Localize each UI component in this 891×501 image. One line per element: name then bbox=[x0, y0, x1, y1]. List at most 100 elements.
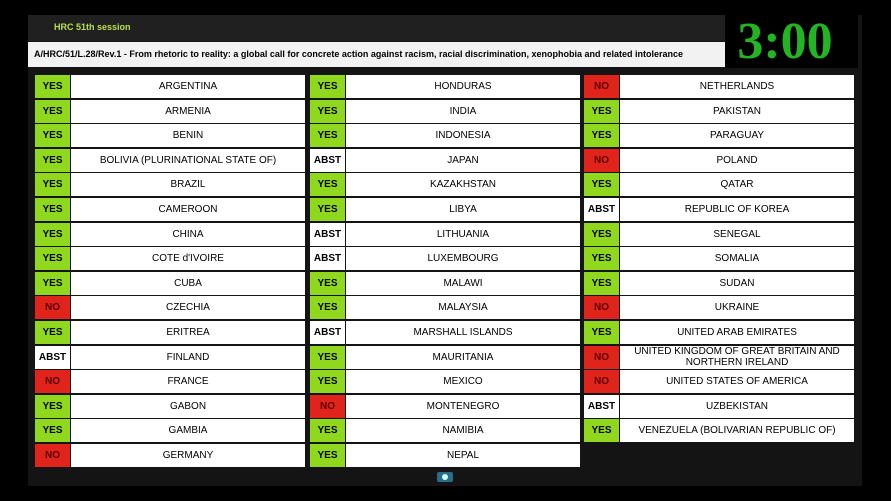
country-cell: POLAND bbox=[620, 148, 854, 172]
country-cell: UNITED STATES OF AMERICA bbox=[620, 370, 854, 394]
country-cell: BOLIVIA (PLURINATIONAL STATE OF) bbox=[71, 148, 305, 172]
vote-row: ABST LITHUANIA bbox=[310, 222, 580, 246]
country-cell: GAMBIA bbox=[71, 419, 305, 443]
vote-row: YES QATAR bbox=[584, 173, 854, 197]
country-cell: NEPAL bbox=[346, 444, 580, 467]
country-cell: MEXICO bbox=[346, 370, 580, 394]
vote-row: YES INDONESIA bbox=[310, 124, 580, 148]
vote-cell: YES bbox=[35, 75, 70, 98]
vote-row: NO GERMANY bbox=[35, 444, 305, 467]
country-cell: GABON bbox=[71, 394, 305, 418]
vote-row: NO UNITED STATES OF AMERICA bbox=[584, 370, 854, 394]
vote-cell: YES bbox=[310, 370, 345, 394]
country-cell: INDONESIA bbox=[346, 124, 580, 148]
vote-row: ABST JAPAN bbox=[310, 148, 580, 172]
vote-row: YES CUBA bbox=[35, 271, 305, 295]
country-cell: UZBEKISTAN bbox=[620, 394, 854, 418]
vote-cell: YES bbox=[584, 222, 619, 246]
vote-row: YES GAMBIA bbox=[35, 419, 305, 443]
vote-cell: ABST bbox=[35, 345, 70, 369]
vote-cell: ABST bbox=[584, 394, 619, 418]
vote-row: YES PARAGUAY bbox=[584, 124, 854, 148]
country-cell: ARGENTINA bbox=[71, 75, 305, 98]
country-cell: SENEGAL bbox=[620, 222, 854, 246]
country-cell: MARSHALL ISLANDS bbox=[346, 321, 580, 344]
country-cell: FRANCE bbox=[71, 370, 305, 394]
vote-cell: YES bbox=[35, 394, 70, 418]
vote-row: ABST UZBEKISTAN bbox=[584, 394, 854, 418]
country-cell: BENIN bbox=[71, 124, 305, 148]
vote-row: YES MALAYSIA bbox=[310, 296, 580, 320]
vote-cell: ABST bbox=[584, 198, 619, 221]
country-cell: GERMANY bbox=[71, 444, 305, 467]
vote-row: YES COTE d'IVOIRE bbox=[35, 247, 305, 271]
vote-cell: NO bbox=[584, 370, 619, 394]
country-cell: NETHERLANDS bbox=[620, 75, 854, 98]
vote-cell: YES bbox=[584, 173, 619, 197]
country-cell: COTE d'IVOIRE bbox=[71, 247, 305, 271]
country-cell: CHINA bbox=[71, 222, 305, 246]
country-cell: JAPAN bbox=[346, 148, 580, 172]
vote-cell: NO bbox=[35, 444, 70, 467]
vote-row: YES ERITREA bbox=[35, 321, 305, 344]
country-cell: ERITREA bbox=[71, 321, 305, 344]
vote-row: YES SOMALIA bbox=[584, 247, 854, 271]
country-cell: LITHUANIA bbox=[346, 222, 580, 246]
country-cell: LIBYA bbox=[346, 198, 580, 221]
vote-cell: NO bbox=[35, 296, 70, 320]
country-cell: MAURITANIA bbox=[346, 345, 580, 369]
vote-cell: YES bbox=[310, 419, 345, 443]
vote-cell: YES bbox=[310, 296, 345, 320]
vote-cell: YES bbox=[310, 271, 345, 295]
vote-row: NO UKRAINE bbox=[584, 296, 854, 320]
vote-cell: NO bbox=[310, 394, 345, 418]
vote-cell: YES bbox=[584, 271, 619, 295]
vote-row: NO POLAND bbox=[584, 148, 854, 172]
country-cell: UKRAINE bbox=[620, 296, 854, 320]
country-cell: SUDAN bbox=[620, 271, 854, 295]
country-cell: SOMALIA bbox=[620, 247, 854, 271]
vote-row: YES CHINA bbox=[35, 222, 305, 246]
vote-row: NO FRANCE bbox=[35, 370, 305, 394]
vote-row: ABST LUXEMBOURG bbox=[310, 247, 580, 271]
vote-row: YES PAKISTAN bbox=[584, 99, 854, 123]
vote-row: YES UNITED ARAB EMIRATES bbox=[584, 321, 854, 344]
vote-cell: YES bbox=[35, 321, 70, 344]
icon bbox=[437, 472, 453, 482]
vote-cell: YES bbox=[584, 247, 619, 271]
country-cell: INDIA bbox=[346, 99, 580, 123]
vote-row: YES HONDURAS bbox=[310, 75, 580, 98]
country-cell: ARMENIA bbox=[71, 99, 305, 123]
vote-row: YES ARMENIA bbox=[35, 99, 305, 123]
timer: 3:00 bbox=[737, 13, 833, 70]
vote-row: YES GABON bbox=[35, 394, 305, 418]
timer-box bbox=[725, 15, 858, 68]
vote-cell: YES bbox=[310, 124, 345, 148]
vote-row: NO UNITED KINGDOM OF GREAT BRITAIN AND NO… bbox=[584, 345, 854, 369]
vote-cell: NO bbox=[35, 370, 70, 394]
vote-row: YES NAMIBIA bbox=[310, 419, 580, 443]
country-cell: CAMEROON bbox=[71, 198, 305, 221]
vote-row: ABST MARSHALL ISLANDS bbox=[310, 321, 580, 344]
vote-cell: YES bbox=[310, 99, 345, 123]
vote-cell: ABST bbox=[310, 247, 345, 271]
vote-row: YES BENIN bbox=[35, 124, 305, 148]
vote-row: YES NEPAL bbox=[310, 444, 580, 467]
vote-row: YES VENEZUELA (BOLIVARIAN REPUBLIC OF) bbox=[584, 419, 854, 443]
country-cell: MALAWI bbox=[346, 271, 580, 295]
vote-cell: YES bbox=[35, 222, 70, 246]
vote-cell: YES bbox=[35, 198, 70, 221]
vote-cell: ABST bbox=[310, 148, 345, 172]
country-cell: PAKISTAN bbox=[620, 99, 854, 123]
country-cell: MALAYSIA bbox=[346, 296, 580, 320]
country-cell: UNITED KINGDOM OF GREAT BRITAIN AND NORT… bbox=[620, 345, 854, 369]
vote-cell: NO bbox=[584, 148, 619, 172]
resolution-title: A/HRC/51/L.28/Rev.1 - From rhetoric to r… bbox=[28, 42, 725, 67]
vote-cell: YES bbox=[310, 75, 345, 98]
vote-row: YES MEXICO bbox=[310, 370, 580, 394]
vote-row: YES ARGENTINA bbox=[35, 75, 305, 98]
session-bar bbox=[28, 15, 725, 41]
vote-row: ABST FINLAND bbox=[35, 345, 305, 369]
vote-cell: NO bbox=[584, 296, 619, 320]
country-cell: CZECHIA bbox=[71, 296, 305, 320]
